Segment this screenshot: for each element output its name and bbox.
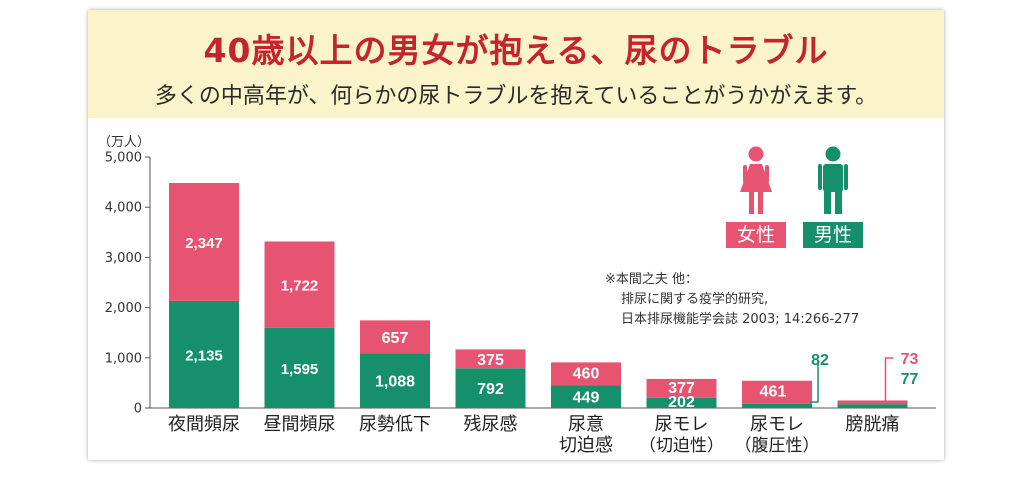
x-category-label: 尿モレ	[655, 414, 709, 435]
x-category-label: 尿モレ	[750, 414, 804, 435]
data-label-female: 375	[477, 352, 504, 369]
bar-male	[169, 300, 239, 408]
bar-male	[360, 353, 430, 408]
y-tick-label: 4,000	[105, 201, 142, 216]
bar-male	[742, 403, 812, 408]
callout-male-line	[810, 363, 819, 403]
bar-male	[837, 404, 908, 408]
y-tick-label: 1,000	[105, 351, 142, 366]
chart-card: 40歳以上の男女が抱える、尿のトラブル 多くの中高年が、何らかの尿トラブルを抱え…	[88, 10, 944, 460]
y-tick-label: 0	[134, 402, 142, 417]
x-category-label: 切迫感	[559, 435, 613, 456]
x-category-label: （切迫性）	[639, 436, 724, 456]
bar-male	[264, 327, 335, 408]
bar-male	[646, 397, 717, 408]
bar-female	[551, 362, 621, 386]
bar-male	[551, 385, 621, 408]
data-label-male: 1,088	[375, 374, 415, 391]
data-label-female: 461	[760, 384, 787, 401]
y-axis-unit: （万人）	[98, 135, 150, 150]
x-category-label: 尿意	[568, 414, 604, 435]
x-category-label: （腹圧性）	[735, 436, 820, 456]
data-label-female: 2,347	[185, 235, 223, 252]
bar-female	[837, 400, 908, 405]
y-tick-label: 3,000	[105, 251, 142, 266]
legend-male-label: 男性	[803, 222, 863, 248]
source-citation: ※本間之夫 他： 排尿に関する疫学的研究, 日本排尿機能学会誌 2003; 14…	[605, 270, 859, 330]
bar-female	[360, 320, 430, 354]
data-label-male: 449	[573, 390, 600, 407]
data-label-female: 657	[382, 330, 409, 347]
y-tick-label: 5,000	[105, 151, 142, 166]
x-category-label: 夜間頻尿	[168, 414, 240, 435]
bar-female	[169, 183, 239, 301]
x-category-label: 昼間頻尿	[264, 414, 336, 435]
y-tick-label: 2,000	[105, 301, 142, 316]
data-label-male: 82	[811, 352, 829, 369]
bar-female	[742, 380, 812, 404]
page-title: 40歳以上の男女が抱える、尿のトラブル	[203, 31, 829, 70]
legend-female-label: 女性	[726, 222, 786, 248]
x-category-label: 残尿感	[464, 414, 518, 435]
bar-female	[264, 241, 335, 328]
bar-male	[455, 368, 526, 408]
callout-female-line	[884, 357, 894, 401]
page-subtitle: 多くの中高年が、何らかの尿トラブルを抱えていることがうかがえます。	[154, 84, 878, 109]
data-label-female: 377	[668, 380, 695, 397]
bar-female	[646, 378, 717, 398]
bar-chart: （万人） 0 1,000 2,000 3,000 4,000 5,000 2,135 2,347…	[98, 135, 936, 456]
data-label-female: 460	[573, 365, 600, 382]
x-category-label: 膀胱痛	[846, 414, 900, 435]
x-category-label: 尿勢低下	[359, 414, 431, 435]
data-label-male: 77	[901, 371, 919, 388]
data-label-male: 792	[477, 381, 504, 398]
female-person-icon	[740, 146, 772, 214]
data-label-female: 1,722	[281, 278, 319, 295]
data-label-female: 73	[901, 351, 919, 368]
data-label-male: 1,595	[281, 361, 319, 378]
source-line-2: 排尿に関する疫学的研究,	[621, 292, 769, 307]
bar-female	[455, 349, 526, 369]
source-line-3: 日本排尿機能学会誌 2003; 14:266-277	[621, 312, 859, 327]
header-banner: 40歳以上の男女が抱える、尿のトラブル 多くの中高年が、何らかの尿トラブルを抱え…	[88, 10, 944, 118]
source-line-1: ※本間之夫 他：	[605, 272, 699, 287]
male-person-icon	[818, 146, 848, 214]
data-label-male: 202	[668, 394, 695, 411]
data-label-male: 2,135	[185, 347, 223, 364]
